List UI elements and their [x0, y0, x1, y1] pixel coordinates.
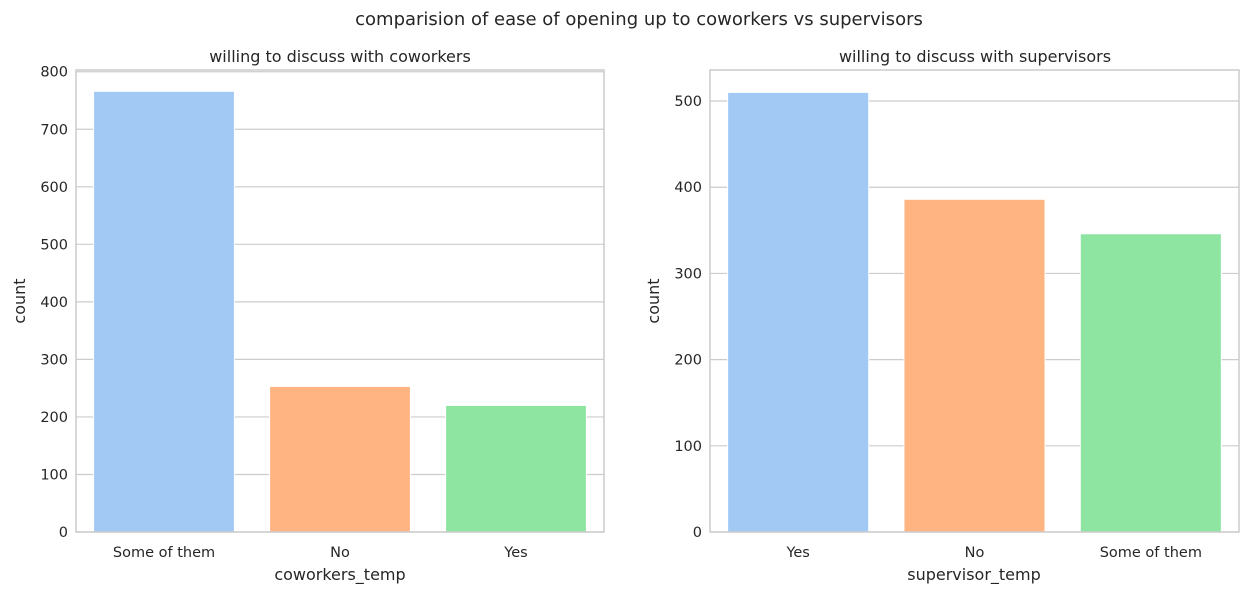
chart-supervisors-ytick-label: 500 — [674, 94, 702, 110]
chart-coworkers-bar — [445, 404, 587, 533]
chart-coworkers-xticks: Some of them No Yes — [113, 545, 528, 561]
chart-supervisors-bars — [727, 91, 1222, 533]
chart-coworkers-yticks: 0 100 200 300 400 500 600 700 800 — [40, 65, 68, 541]
chart-coworkers-ytick-label: 800 — [40, 65, 68, 81]
chart-supervisors-xtick-label: Some of them — [1100, 545, 1202, 561]
chart-supervisors-frame — [709, 69, 1240, 533]
chart-coworkers-ytick-label: 400 — [40, 295, 68, 311]
chart-supervisors-yticks: 0 100 200 300 400 500 — [674, 94, 702, 541]
chart-supervisors-xticks: Yes No Some of them — [785, 545, 1202, 561]
chart-coworkers-xtick-label: No — [330, 545, 350, 561]
chart-coworkers-ytick-label: 100 — [40, 467, 68, 483]
chart-supervisors-ylabel: count — [644, 278, 663, 323]
chart-coworkers-title: willing to discuss with coworkers — [209, 47, 471, 66]
chart-supervisors-bar — [903, 198, 1046, 533]
chart-coworkers-bar — [93, 90, 235, 533]
chart-coworkers-ytick-label: 300 — [40, 352, 68, 368]
chart-supervisors-ytick-label: 0 — [693, 525, 702, 541]
chart-supervisors-ytick-label: 200 — [674, 353, 702, 369]
chart-coworkers-xtick-label: Yes — [503, 545, 527, 561]
chart-supervisors-bar — [1079, 233, 1222, 533]
chart-coworkers-bars — [93, 90, 587, 533]
chart-supervisors-ytick-label: 300 — [674, 266, 702, 282]
chart-coworkers-ytick-label: 600 — [40, 180, 68, 196]
chart-coworkers-bar — [269, 385, 411, 533]
chart-supervisors-xtick-label: No — [965, 545, 985, 561]
chart-supervisors-xlabel: supervisor_temp — [907, 565, 1041, 585]
chart-coworkers-ylabel: count — [10, 278, 29, 323]
figure-title: comparision of ease of opening up to cow… — [355, 9, 923, 30]
chart-coworkers-xtick-label: Some of them — [113, 545, 215, 561]
chart-coworkers-xlabel: coworkers_temp — [274, 565, 405, 585]
chart-coworkers-ytick-label: 0 — [59, 525, 68, 541]
chart-supervisors: willing to discuss with supervisors 0 100… — [644, 47, 1240, 585]
chart-supervisors-xtick-label: Yes — [785, 545, 809, 561]
chart-coworkers-frame — [75, 69, 605, 533]
chart-coworkers-ytick-label: 500 — [40, 237, 68, 253]
chart-supervisors-ytick-label: 100 — [674, 439, 702, 455]
chart-supervisors-ytick-label: 400 — [674, 180, 702, 196]
chart-supervisors-bar — [727, 91, 870, 533]
chart-coworkers-ytick-label: 700 — [40, 122, 68, 138]
chart-coworkers: willing to discuss with coworkers 0 100 20… — [10, 47, 605, 585]
chart-coworkers-ytick-label: 200 — [40, 410, 68, 426]
chart-supervisors-title: willing to discuss with supervisors — [839, 47, 1111, 66]
